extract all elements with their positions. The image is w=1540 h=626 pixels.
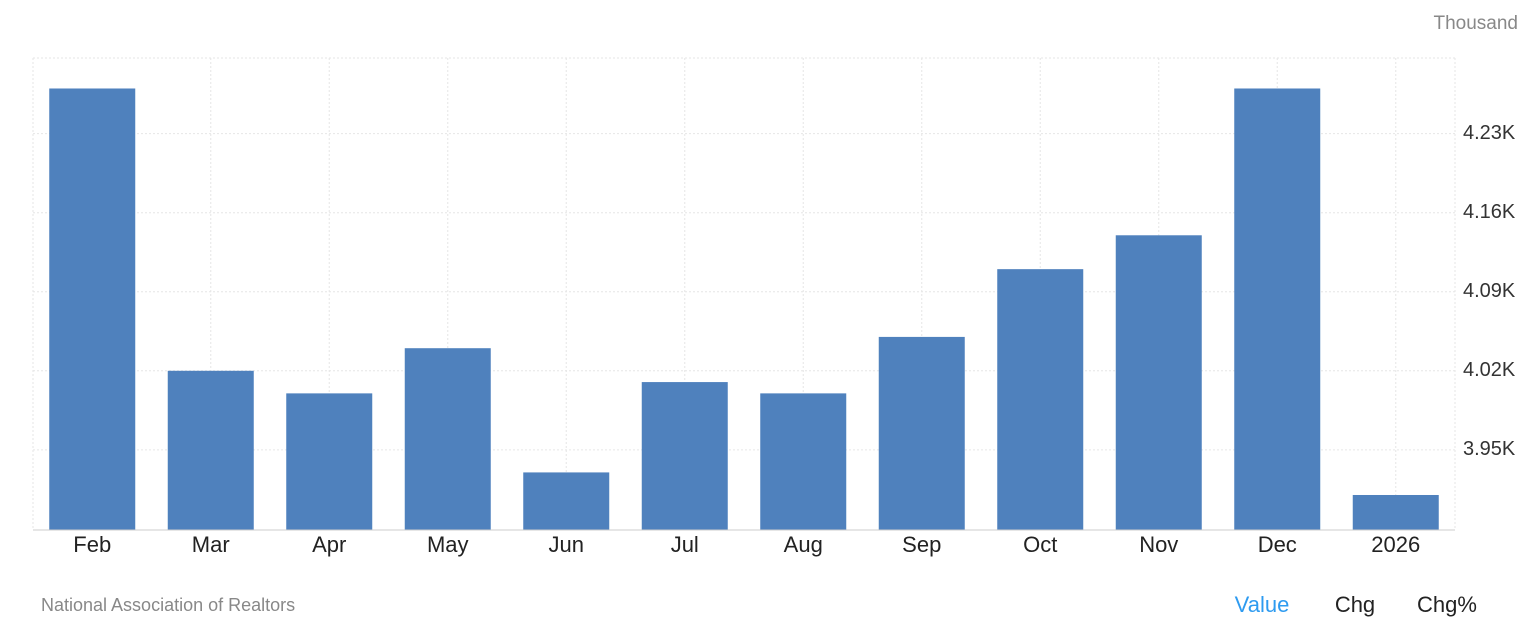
bar <box>49 88 136 530</box>
bar <box>523 472 610 530</box>
bar <box>404 348 491 530</box>
y-tick-label: 3.95K <box>1463 438 1516 460</box>
bar <box>167 370 254 530</box>
bar <box>760 393 847 530</box>
x-tick-label: Jul <box>671 532 699 557</box>
y-tick-label: 4.16K <box>1463 201 1516 223</box>
bar <box>1234 88 1321 530</box>
y-tick-label: 4.23K <box>1463 122 1516 144</box>
unit-label: Thousand <box>1433 13 1518 34</box>
x-tick-label: Oct <box>1023 532 1057 557</box>
bar <box>286 393 373 530</box>
x-tick-label: May <box>427 532 469 557</box>
bar <box>1352 494 1439 530</box>
y-tick-label: 4.09K <box>1463 280 1516 302</box>
y-tick-label: 4.02K <box>1463 359 1516 381</box>
x-tick-label: Nov <box>1139 532 1178 557</box>
value-button[interactable]: Value <box>1235 592 1290 617</box>
bar <box>997 269 1084 530</box>
x-tick-label: Jun <box>549 532 584 557</box>
chg-button[interactable]: Chg <box>1335 592 1375 617</box>
bar <box>641 382 728 530</box>
x-tick-label: Aug <box>784 532 823 557</box>
x-tick-label: Feb <box>73 532 111 557</box>
x-tick-label: 2026 <box>1371 532 1420 557</box>
bar <box>1115 235 1202 531</box>
chg-pct-button[interactable]: Chg% <box>1417 592 1477 617</box>
x-tick-label: Dec <box>1258 532 1297 557</box>
bar <box>878 336 965 530</box>
x-tick-label: Apr <box>312 532 346 557</box>
x-tick-label: Sep <box>902 532 941 557</box>
x-tick-label: Mar <box>192 532 230 557</box>
source: National Association of Realtors <box>41 595 295 615</box>
